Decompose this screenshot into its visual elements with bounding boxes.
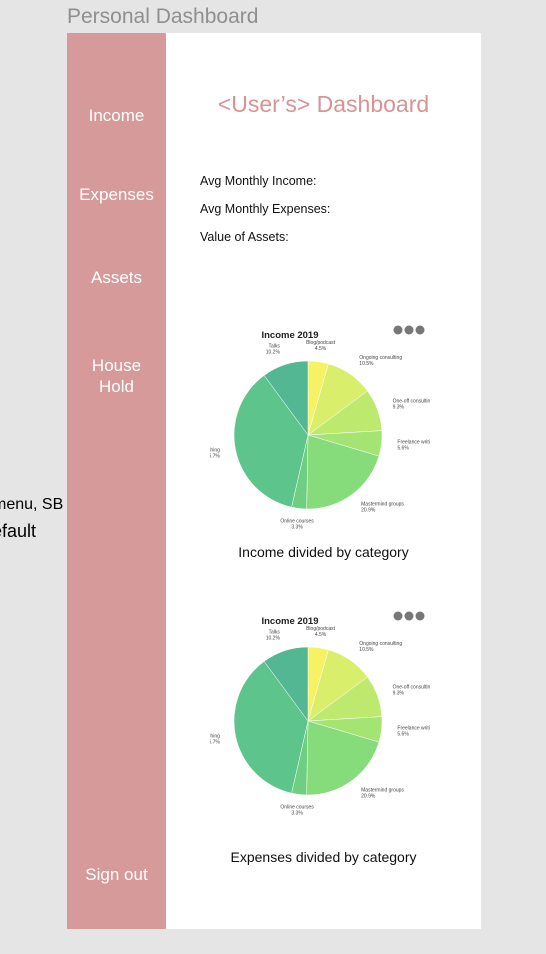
slice-label: Freelance writing: [397, 725, 430, 731]
avg-monthly-expenses-label: Avg Monthly Expenses:: [200, 202, 331, 216]
slice-value-label: 3.3%: [291, 810, 303, 816]
expenses-chart: Income 2019 Blog/podcast 4.5% Ongoing consu…: [200, 609, 436, 819]
chart-title: Income 2019: [261, 330, 318, 341]
slice-label: Online courses: [280, 518, 314, 524]
slice-label: Blog/podcast: [306, 340, 336, 346]
pie-slice[interactable]: [233, 375, 309, 508]
sidebar-item-expenses[interactable]: Expenses: [79, 185, 154, 204]
menu-icon[interactable]: [415, 611, 425, 621]
slice-label: Teaching: [210, 733, 220, 739]
slice-label: Ongoing consulting: [359, 641, 402, 647]
slice-value-label: 9.3%: [393, 690, 405, 696]
slice-value-label: 4.5%: [315, 346, 327, 352]
slice-value-label: 20.9%: [361, 794, 376, 800]
sign-out-button[interactable]: Sign out: [85, 865, 148, 884]
pie-slice[interactable]: [233, 661, 309, 794]
slice-label: Mastermind groups: [361, 502, 404, 508]
sidebar-item-household[interactable]: House Hold: [91, 356, 142, 396]
info-icon[interactable]: [404, 611, 414, 621]
slice-value-label: 9.3%: [393, 404, 405, 410]
slice-label: One-off consulting: [393, 684, 430, 690]
slice-label: Teaching: [210, 447, 220, 453]
slice-value-label: 10.2%: [266, 349, 281, 355]
slice-label: One-off consulting: [393, 398, 430, 404]
slice-value-label: 20.9%: [361, 508, 376, 514]
side-note: menu, SB efault: [0, 492, 64, 544]
sidebar: Income Expenses Assets House Hold Sign o…: [67, 33, 166, 929]
pie-slice[interactable]: [306, 434, 380, 510]
income-chart: Income 2019 Blog/podcast 4.5% Ongoing consu…: [200, 323, 436, 533]
avg-monthly-income-label: Avg Monthly Income:: [200, 174, 317, 188]
pie-slice[interactable]: [263, 360, 309, 436]
slice-value-label: 4.5%: [315, 632, 327, 638]
slice-label: Online courses: [280, 804, 314, 810]
slice-value-label: 3.3%: [291, 524, 303, 530]
sidebar-item-income[interactable]: Income: [88, 106, 145, 125]
slice-label: Talks: [269, 343, 281, 349]
slice-value-label: 5.6%: [397, 731, 409, 737]
slice-label: Mastermind groups: [361, 788, 404, 794]
expenses-chart-caption: Expenses divided by category: [230, 849, 417, 865]
page-title: <User’s> Dashboard: [217, 91, 430, 117]
side-note-line1: menu, SB: [0, 496, 64, 513]
menu-icon[interactable]: [415, 325, 425, 335]
slice-label: Ongoing consulting: [359, 355, 402, 361]
side-note-line2: efault: [0, 521, 37, 541]
slice-label: Talks: [269, 629, 281, 635]
slice-value-label: 5.6%: [397, 445, 409, 451]
slice-label: Freelance writing: [397, 439, 430, 445]
slice-value-label: 10.2%: [266, 635, 281, 641]
slice-value-label: 36.7%: [210, 739, 220, 745]
slice-value-label: 36.7%: [210, 453, 220, 459]
slice-value-label: 10.5%: [359, 647, 374, 653]
income-chart-caption: Income divided by category: [238, 544, 409, 560]
slice-value-label: 10.5%: [359, 361, 374, 367]
pie-slice[interactable]: [306, 720, 380, 796]
frame-title: Personal Dashboard: [67, 5, 259, 28]
chart-title: Income 2019: [261, 616, 318, 627]
info-icon[interactable]: [404, 325, 414, 335]
sidebar-item-assets[interactable]: Assets: [90, 268, 143, 287]
zoom-icon[interactable]: [393, 611, 403, 621]
value-of-assets-label: Value of Assets:: [200, 230, 289, 244]
zoom-icon[interactable]: [393, 325, 403, 335]
pie-slice[interactable]: [263, 646, 309, 722]
slice-label: Blog/podcast: [306, 626, 336, 632]
main-panel: <User’s> Dashboard Avg Monthly Income: A…: [166, 33, 481, 929]
